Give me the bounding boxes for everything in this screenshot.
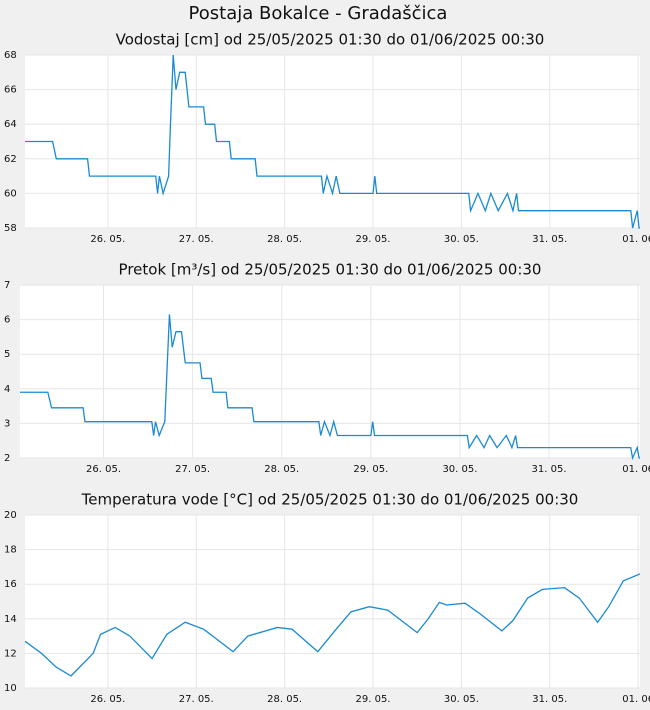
x-tick-label: 26. 05. [90,694,125,705]
y-tick-label: 66 [4,85,17,96]
data-line [25,54,640,229]
y-tick-label: 5 [4,349,10,360]
x-tick-label: 27. 05. [175,464,210,475]
x-tick-label: 01. 06 [622,234,650,245]
data-line [24,573,641,677]
x-tick-label: 29. 05. [353,464,388,475]
x-tick-label: 01. 06 [622,464,650,475]
x-tick-label: 28. 05. [267,234,302,245]
y-tick-label: 12 [4,648,17,659]
x-tick-label: 30. 05. [442,464,477,475]
x-tick-label: 27. 05. [179,234,214,245]
plot-area [20,285,640,458]
y-tick-label: 68 [4,50,17,61]
chart-title: Pretok [m³/s] od 25/05/2025 01:30 do 01/… [119,261,542,279]
y-tick-label: 18 [4,545,17,556]
chart-title: Temperatura vode [°C] od 25/05/2025 01:3… [81,491,579,509]
y-tick-label: 4 [4,384,10,395]
x-tick-label: 27. 05. [179,694,214,705]
y-tick-label: 6 [4,315,10,326]
y-tick-label: 20 [4,510,17,521]
x-tick-label: 01. 06 [622,694,650,705]
plot-area [25,515,640,688]
y-tick-label: 10 [4,683,17,694]
x-tick-label: 26. 05. [86,464,121,475]
y-tick-label: 60 [4,188,17,199]
x-tick-label: 31. 05. [532,234,567,245]
x-tick-label: 28. 05. [264,464,299,475]
y-tick-label: 3 [4,418,10,429]
main-title: Postaja Bokalce - Gradaščica [189,3,448,24]
y-tick-label: 58 [4,223,17,234]
y-tick-label: 16 [4,579,17,590]
data-line [20,314,640,461]
x-tick-label: 30. 05. [444,694,479,705]
x-tick-label: 26. 05. [90,234,125,245]
y-tick-label: 64 [4,119,17,130]
y-tick-label: 7 [4,280,10,291]
x-tick-label: 30. 05. [444,234,479,245]
plot-area [25,55,640,228]
x-tick-label: 31. 05. [532,464,567,475]
x-tick-label: 28. 05. [267,694,302,705]
x-tick-label: 29. 05. [356,234,391,245]
x-tick-label: 31. 05. [532,694,567,705]
y-tick-label: 2 [4,453,10,464]
y-tick-label: 14 [4,614,17,625]
chart-title: Vodostaj [cm] od 25/05/2025 01:30 do 01/… [116,31,545,49]
y-tick-label: 62 [4,154,17,165]
x-tick-label: 29. 05. [356,694,391,705]
